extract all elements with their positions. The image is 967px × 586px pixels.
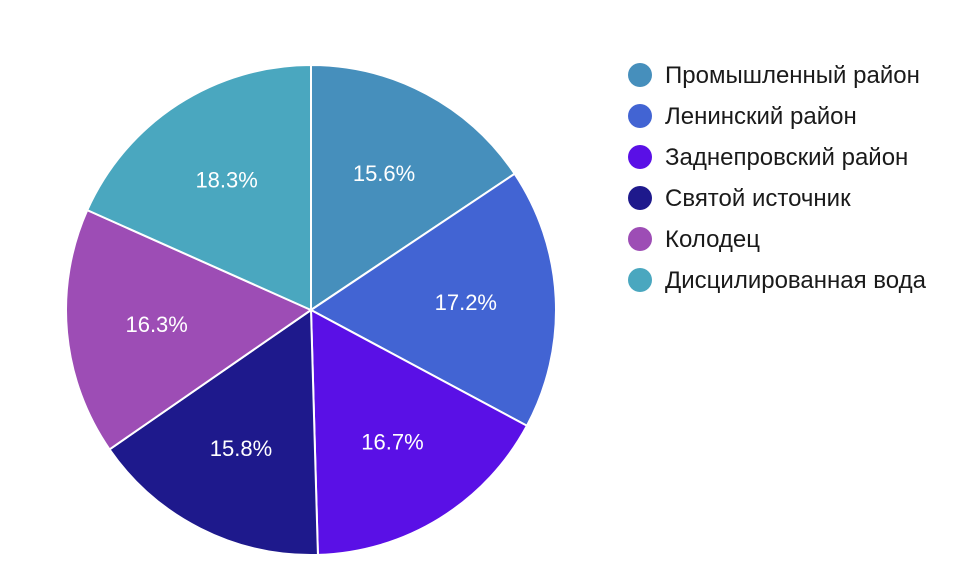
legend-swatch <box>628 268 652 292</box>
legend-item[interactable]: Промышленный район <box>628 58 958 93</box>
legend-item[interactable]: Святой источник <box>628 181 958 216</box>
slice-data-label: 15.8% <box>210 436 272 461</box>
legend-swatch <box>628 145 652 169</box>
pie-slice[interactable] <box>85 63 312 312</box>
legend-label: Дисцилированная вода <box>665 267 926 294</box>
pie-slice[interactable] <box>108 308 319 556</box>
slice-data-label: 16.7% <box>361 429 423 454</box>
pie-slice[interactable] <box>309 172 557 428</box>
slice-data-label: 16.3% <box>125 312 187 337</box>
legend-label: Святой источник <box>665 185 851 212</box>
legend-swatch <box>628 227 652 251</box>
legend-label: Промышленный район <box>665 62 920 89</box>
legend-swatch <box>628 104 652 128</box>
legend-label: Заднепровский район <box>665 144 909 171</box>
legend-swatch <box>628 186 652 210</box>
slice-data-label: 17.2% <box>435 290 497 315</box>
pie-slice[interactable] <box>309 308 529 556</box>
pie-slice-labels: 15.6% 17.2% 16.7% 15.8% 16.3% 18.3% <box>125 161 497 461</box>
legend-label: Ленинский район <box>665 103 857 130</box>
slice-data-label: 15.6% <box>353 161 415 186</box>
legend-item[interactable]: Колодец <box>628 222 958 257</box>
legend-item[interactable]: Заднепровский район <box>628 140 958 175</box>
legend-item[interactable]: Ленинский район <box>628 99 958 134</box>
legend-swatch <box>628 63 652 87</box>
pie-slice[interactable] <box>310 63 517 312</box>
legend-item[interactable]: Дисцилированная вода <box>628 263 958 298</box>
pie-slice[interactable] <box>65 208 314 451</box>
chart-legend: Промышленный район Ленинский район Заднепр… <box>628 58 958 304</box>
slice-data-label: 18.3% <box>195 167 257 192</box>
legend-label: Колодец <box>665 226 760 253</box>
pie-slices <box>65 63 557 556</box>
